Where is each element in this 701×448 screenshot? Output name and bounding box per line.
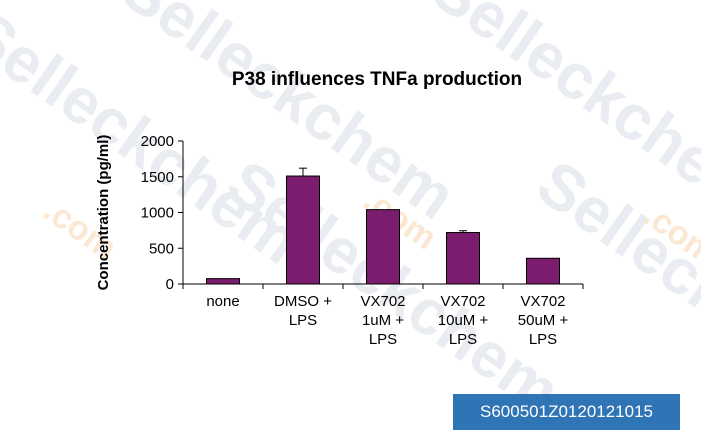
y-tick-label: 1000 — [141, 205, 174, 222]
product-id-badge: S600501Z0120121015 — [453, 394, 680, 430]
y-axis-label: Concentration (pg/ml) — [95, 135, 112, 291]
x-category-label-line: VX702 — [520, 293, 565, 310]
bar — [206, 278, 240, 285]
x-category-label-line: DMSO + — [274, 293, 332, 310]
x-category-label-line: LPS — [529, 331, 557, 348]
y-tick-label: 2000 — [141, 133, 174, 150]
x-category-label-line: VX702 — [440, 293, 485, 310]
x-category-label-line: LPS — [369, 331, 397, 348]
x-category-label-line: LPS — [289, 312, 317, 329]
y-tick-label: 0 — [166, 276, 174, 293]
x-category-label-line: VX702 — [360, 293, 405, 310]
x-category-label-line: 1uM + — [362, 312, 404, 329]
chart-title: P38 influences TNFa production — [232, 69, 522, 90]
x-category-label: DMSO + LPS — [274, 293, 332, 329]
bar — [286, 175, 320, 285]
bar — [366, 209, 400, 285]
x-category-label-line: 50uM + — [518, 312, 569, 329]
x-category-label: VX702 10uM + LPS — [438, 293, 489, 348]
x-category-label-line: none — [206, 293, 239, 310]
y-tick-label: 500 — [149, 240, 174, 257]
bar — [526, 257, 560, 285]
y-tick-label: 1500 — [141, 169, 174, 186]
x-category-label-line: 10uM + — [438, 312, 489, 329]
bar — [446, 232, 480, 285]
x-category-label: VX702 50uM + LPS — [518, 293, 569, 348]
x-category-label-line: LPS — [449, 331, 477, 348]
x-category-label: VX702 1uM + LPS — [360, 293, 405, 348]
x-category-label: none — [206, 293, 239, 310]
